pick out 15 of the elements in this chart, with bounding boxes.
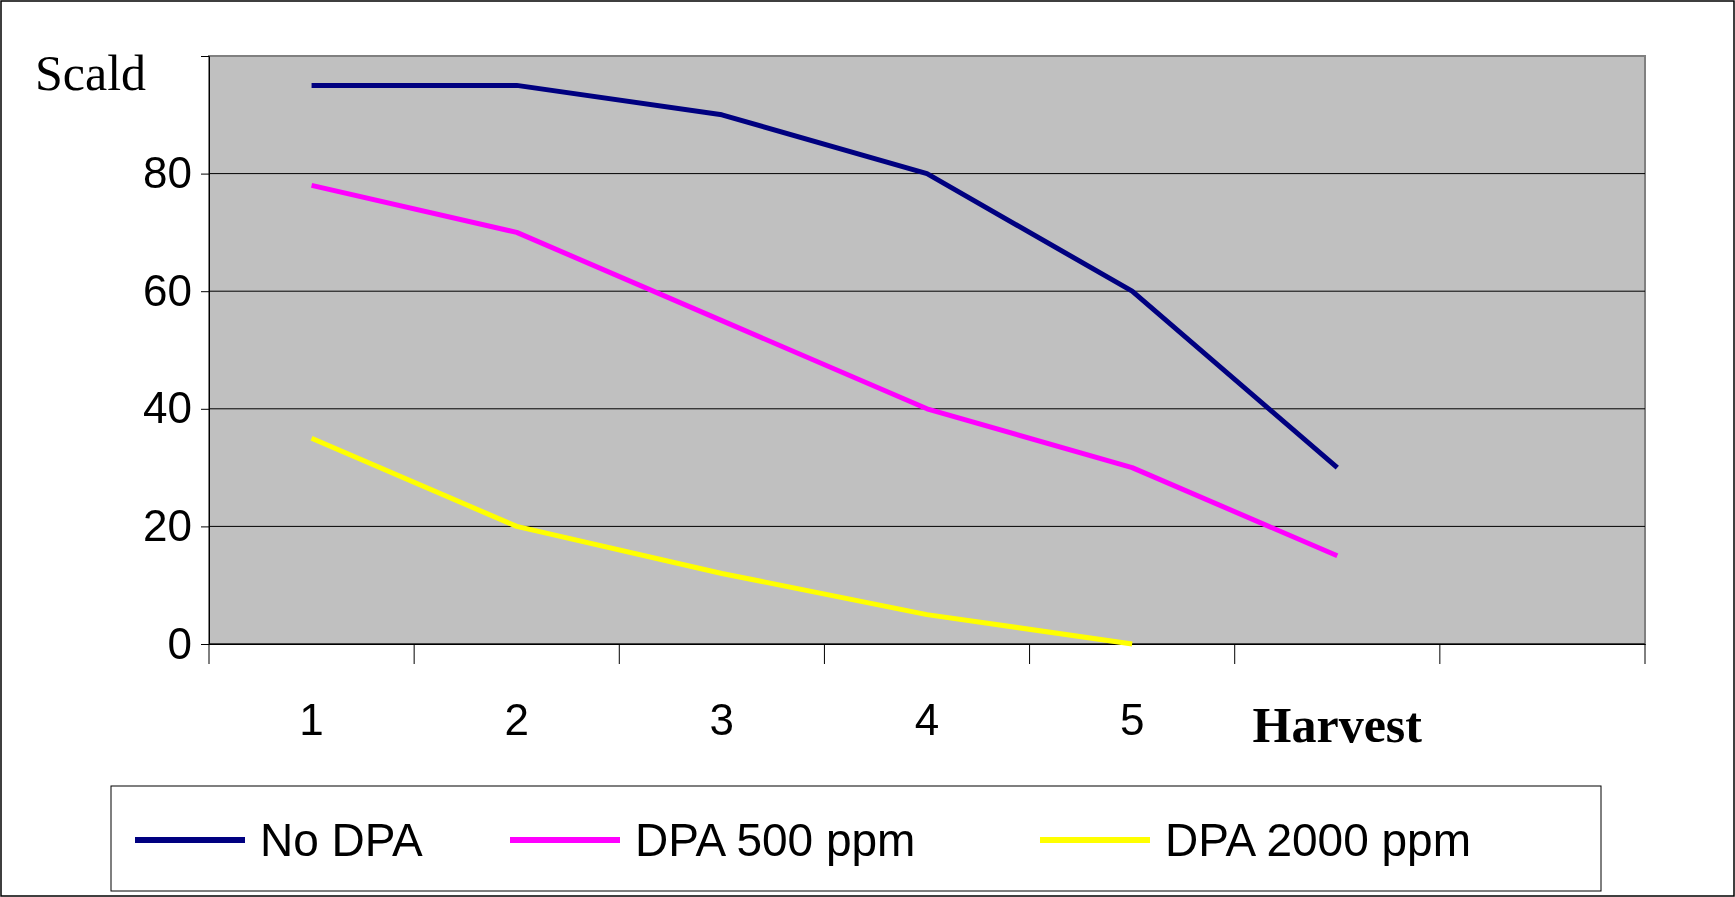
- x-tick-label: 2: [504, 695, 529, 745]
- y-tick-label: 80: [143, 148, 192, 198]
- legend-label: No DPA: [260, 814, 424, 866]
- legend-label: DPA 500 ppm: [635, 814, 916, 866]
- x-tick-label: 3: [709, 695, 735, 745]
- y-axis-title: Scald: [35, 45, 147, 101]
- y-tick-label: 20: [143, 500, 192, 550]
- x-tick-label: 5: [1119, 695, 1145, 745]
- x-axis-title: Harvest: [1252, 697, 1423, 753]
- legend-label: DPA 2000 ppm: [1165, 814, 1472, 866]
- y-tick-label: 0: [167, 618, 192, 668]
- y-tick-label: 60: [143, 265, 192, 315]
- x-tick-label: 4: [914, 695, 940, 745]
- x-tick-label: 1: [299, 695, 324, 745]
- y-tick-label: 40: [143, 383, 192, 433]
